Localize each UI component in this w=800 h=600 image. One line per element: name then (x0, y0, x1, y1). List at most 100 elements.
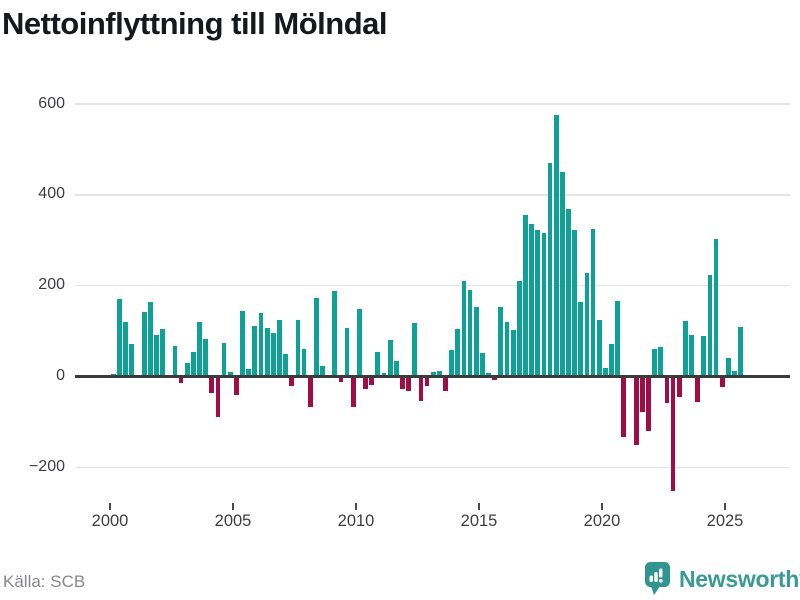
bar (393, 361, 399, 377)
bar (523, 215, 528, 377)
newsworthy-icon (645, 562, 670, 595)
bar (338, 376, 344, 382)
bar (467, 289, 473, 377)
x-axis-tick (355, 503, 357, 510)
bar (301, 349, 307, 377)
gridline (75, 466, 790, 469)
bar (529, 223, 534, 377)
bar (129, 343, 135, 377)
bar (264, 327, 270, 377)
y-axis-label: 200 (38, 276, 65, 294)
bar (492, 376, 498, 381)
bar (381, 373, 387, 377)
bar (633, 376, 639, 446)
bar (480, 352, 485, 377)
bar (283, 354, 288, 377)
x-axis-tick (232, 503, 234, 510)
bar (621, 376, 627, 437)
bar (307, 376, 313, 407)
gridline (75, 194, 790, 196)
bar (160, 328, 165, 377)
bar (240, 311, 245, 377)
bar (689, 335, 694, 377)
bar (535, 230, 541, 377)
bar (658, 346, 664, 377)
bar (123, 322, 129, 377)
x-axis-tick (478, 503, 480, 510)
bar (357, 308, 362, 377)
bar (172, 345, 178, 377)
x-axis-tick (601, 503, 603, 510)
bar (664, 376, 670, 403)
bar (320, 366, 325, 377)
y-axis-label: 400 (38, 185, 65, 203)
bar (726, 357, 731, 377)
bar (473, 306, 479, 377)
bar (461, 280, 467, 377)
y-axis-label: −200 (28, 457, 65, 475)
bar (455, 328, 461, 377)
bar (609, 344, 614, 377)
zero-line (75, 375, 790, 378)
bar (209, 376, 215, 393)
bar (363, 376, 368, 389)
bar (141, 311, 147, 377)
bar (154, 334, 159, 377)
bar (147, 302, 153, 377)
y-axis-label: 0 (56, 367, 65, 384)
bar (350, 376, 356, 408)
source-label: Källa: SCB (3, 572, 86, 591)
newsworthy-logo: Newsworthy (644, 561, 800, 598)
bar (707, 274, 713, 377)
bar (344, 327, 350, 377)
x-axis-tick (724, 503, 726, 510)
bar (184, 362, 190, 377)
bar (732, 370, 737, 377)
bar (701, 336, 707, 377)
bar (436, 370, 442, 377)
bar (443, 376, 448, 392)
bar (572, 230, 578, 377)
bar (221, 343, 227, 377)
bar (498, 307, 504, 377)
x-axis-label: 2010 (337, 512, 375, 530)
bar (387, 340, 393, 377)
bar (738, 327, 744, 377)
x-axis-label: 2015 (460, 512, 498, 530)
bar (615, 301, 621, 377)
bar (375, 351, 381, 377)
bar (449, 350, 455, 377)
bar (676, 376, 682, 398)
bar (190, 351, 196, 377)
bar (215, 376, 221, 418)
bar (258, 313, 264, 377)
x-axis-label: 2005 (214, 512, 252, 530)
bar (695, 376, 701, 403)
bar (682, 321, 688, 377)
bar (197, 322, 202, 377)
bar (400, 376, 405, 390)
bar (713, 239, 719, 377)
bar (584, 272, 590, 377)
bar (719, 376, 725, 388)
bar (369, 376, 375, 385)
x-axis-label: 2025 (706, 512, 744, 530)
bar (578, 302, 584, 377)
bar (424, 376, 430, 386)
bar (590, 229, 596, 377)
bar (603, 368, 608, 377)
bar (406, 376, 411, 392)
bar (430, 371, 436, 377)
bar (277, 320, 282, 377)
bar (203, 338, 209, 377)
bar (639, 376, 645, 412)
bar (566, 208, 571, 377)
bar (270, 333, 276, 377)
bar (553, 115, 559, 377)
bar (486, 373, 491, 377)
bar (559, 172, 565, 377)
gridline (75, 284, 790, 287)
bar (227, 371, 233, 377)
bar (547, 163, 553, 377)
gridline (75, 103, 790, 105)
